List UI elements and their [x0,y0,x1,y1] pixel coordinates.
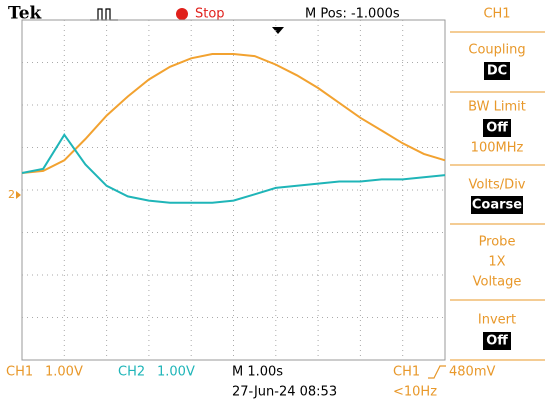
trace [21,53,446,174]
menu-note: 100MHz [471,141,524,156]
stop-dot [176,8,188,20]
trigger-position-marker [272,27,284,34]
menu-label[interactable]: BW Limit [468,100,526,115]
menu-value[interactable]: Off [486,334,508,349]
trigger-source: CH1 [393,365,420,380]
menu-title: CH1 [483,7,510,22]
menu-value[interactable]: Off [486,121,508,136]
menu-label[interactable]: Invert [478,313,516,328]
run-status: Stop [195,7,225,22]
trigger-frequency: <10Hz [393,385,437,400]
graticule [22,20,445,360]
value-box [471,196,523,214]
menu-value[interactable]: DC [487,64,507,79]
menu-label[interactable]: Coupling [468,43,525,58]
ch2-label: CH2 [118,365,145,380]
timebase: M 1.00s [232,365,283,380]
value-box [483,332,511,350]
horizontal-position: M Pos: -1.000s [305,7,400,22]
trace [21,132,446,204]
side-menu: Coupling DC BW Limit Off 100MHz Volts/Di… [450,31,545,361]
trigger-level: 480mV [449,365,495,380]
ch1-label: CH1 [6,365,33,380]
value-box [484,62,510,80]
value-box [483,119,511,137]
menu-label[interactable]: Probe [479,235,516,250]
menu-label[interactable]: Volts/Div [468,178,525,193]
ch1-scale: 1.00V [45,365,83,380]
date-time: 27-Jun-24 08:53 [232,385,337,400]
menu-value[interactable]: 1X [488,255,505,270]
brand: Tek [8,4,43,24]
traces [21,53,446,204]
ch2-scale: 1.00V [157,365,195,380]
menu-value[interactable]: Coarse [472,198,522,213]
menu-value[interactable]: Voltage [473,275,522,290]
trigger-slope-icon [428,365,446,379]
ground-arrow [16,191,21,199]
ground-marker: 2 [8,188,15,201]
